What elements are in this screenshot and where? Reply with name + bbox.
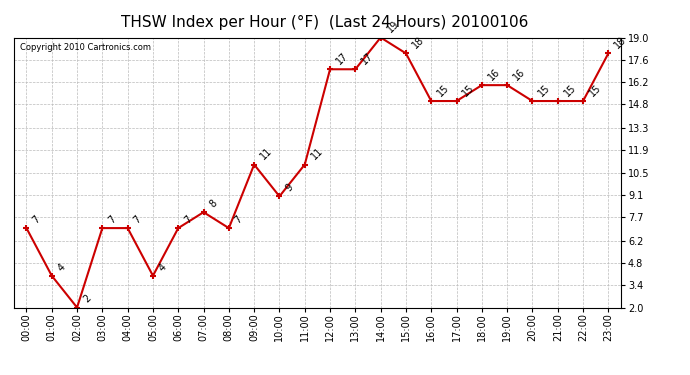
Text: 7: 7 bbox=[182, 214, 194, 225]
Text: 15: 15 bbox=[587, 82, 603, 98]
Text: 15: 15 bbox=[435, 82, 451, 98]
Text: 2: 2 bbox=[81, 293, 92, 305]
Text: 7: 7 bbox=[106, 214, 118, 225]
Text: 11: 11 bbox=[258, 146, 274, 162]
Text: 17: 17 bbox=[334, 51, 350, 66]
Text: 9: 9 bbox=[284, 182, 295, 194]
Text: 4: 4 bbox=[157, 261, 168, 273]
Text: 19: 19 bbox=[385, 19, 401, 35]
Text: 4: 4 bbox=[56, 261, 68, 273]
Text: 15: 15 bbox=[562, 82, 578, 98]
Text: 7: 7 bbox=[233, 214, 244, 225]
Text: 16: 16 bbox=[511, 67, 527, 82]
Text: 15: 15 bbox=[461, 82, 477, 98]
Text: Copyright 2010 Cartronics.com: Copyright 2010 Cartronics.com bbox=[20, 43, 151, 52]
Text: 7: 7 bbox=[132, 214, 144, 225]
Text: 17: 17 bbox=[359, 51, 375, 66]
Text: 7: 7 bbox=[30, 214, 42, 225]
Text: 16: 16 bbox=[486, 67, 502, 82]
Text: 8: 8 bbox=[208, 198, 219, 209]
Text: THSW Index per Hour (°F)  (Last 24 Hours) 20100106: THSW Index per Hour (°F) (Last 24 Hours)… bbox=[121, 15, 528, 30]
Text: 18: 18 bbox=[410, 35, 426, 51]
Text: 18: 18 bbox=[613, 35, 629, 51]
Text: 15: 15 bbox=[537, 82, 553, 98]
Text: 11: 11 bbox=[309, 146, 325, 162]
